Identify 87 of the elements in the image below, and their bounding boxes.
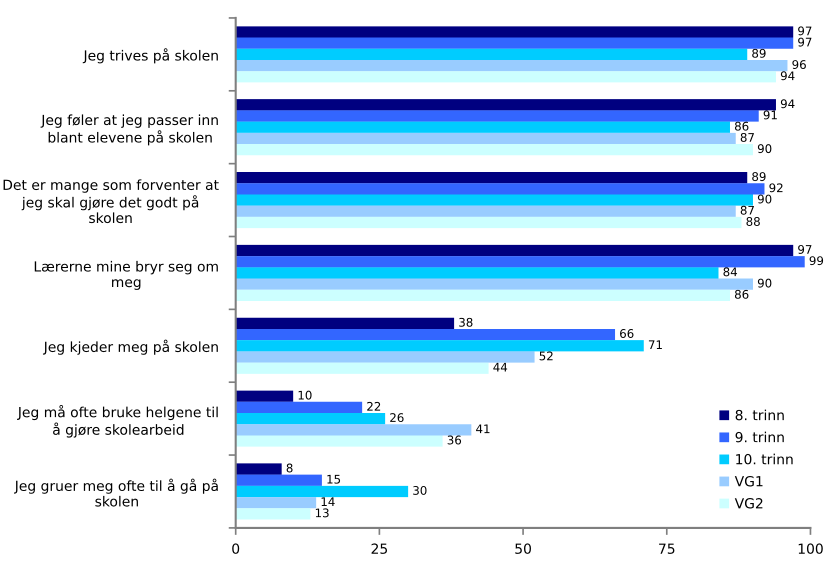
bar	[236, 497, 316, 508]
bar	[236, 508, 310, 520]
data-label: 97	[798, 244, 812, 254]
data-label: 99	[810, 256, 824, 266]
data-label: 89	[752, 48, 766, 58]
data-label: 52	[540, 351, 553, 360]
data-label: 90	[758, 194, 772, 204]
bar	[236, 318, 454, 329]
data-label: 86	[734, 290, 748, 299]
bar	[236, 244, 794, 256]
data-label: 22	[367, 402, 380, 411]
x-tick-label: 0	[232, 543, 240, 554]
bar	[236, 463, 282, 475]
data-label: 90	[758, 144, 772, 154]
data-label: 10	[298, 390, 312, 400]
bar	[236, 38, 794, 49]
bar	[236, 390, 294, 402]
x-tick-label: 50	[515, 543, 531, 554]
bar	[236, 290, 730, 301]
x-tick-label: 100	[798, 543, 823, 554]
data-label: 92	[769, 183, 782, 192]
data-label: 97	[798, 38, 812, 47]
bar	[236, 474, 322, 486]
data-label: 71	[648, 340, 662, 350]
bar	[236, 144, 753, 156]
bar	[236, 110, 759, 122]
data-label: 91	[764, 110, 777, 120]
bar	[236, 413, 386, 424]
data-label: 14	[322, 497, 335, 506]
y-tick-label: Jeg føler at jeg passer inn blant elevene på skolen	[40, 114, 218, 146]
bar	[236, 267, 718, 279]
bar	[236, 402, 362, 414]
data-label: 30	[413, 486, 427, 495]
data-label: 89	[752, 172, 766, 182]
data-label: 66	[620, 329, 634, 338]
bar	[236, 48, 748, 60]
data-label: 15	[327, 474, 340, 484]
bar	[236, 183, 764, 194]
data-label: 41	[476, 424, 490, 434]
data-label: 97	[798, 26, 812, 36]
legend-label: 10. trinn	[736, 454, 793, 464]
y-tick-label: Jeg må ofte bruke helgene til å gjøre skolearbeid	[17, 404, 218, 438]
bar	[236, 60, 788, 72]
legend-label: 8. trinn	[736, 410, 784, 420]
bar	[236, 435, 443, 447]
y-tick-label: Jeg trives på skolen	[82, 48, 218, 64]
bar	[236, 328, 616, 340]
bar	[236, 172, 748, 184]
data-label: 44	[493, 362, 508, 372]
data-label: 96	[792, 60, 806, 70]
bar	[236, 194, 753, 206]
bar	[236, 424, 472, 436]
legend-label: VG1	[734, 476, 762, 486]
bar	[236, 216, 742, 228]
data-label: 88	[746, 217, 760, 226]
data-label: 84	[723, 267, 738, 276]
data-label: 94	[780, 71, 794, 80]
y-tick-label: Jeg kjeder meg på skolen	[42, 340, 218, 355]
data-label: 38	[459, 318, 472, 327]
bar	[236, 132, 736, 144]
bar	[236, 122, 730, 133]
data-label: 26	[390, 413, 404, 422]
bar	[236, 206, 736, 217]
bar	[236, 486, 408, 498]
bar	[236, 256, 805, 268]
bar	[236, 278, 753, 290]
legend-label: VG2	[734, 498, 762, 509]
bar	[236, 340, 644, 352]
x-tick-label: 75	[659, 544, 674, 554]
data-label: 13	[316, 508, 329, 518]
data-label: 87	[740, 132, 754, 142]
bar	[236, 71, 776, 82]
bar	[236, 99, 776, 110]
y-tick-label: Lærerne mine bryr seg om meg	[34, 260, 218, 290]
y-tick-label: Jeg gruer meg ofte til å gå på skolen	[14, 478, 218, 507]
data-label: 90	[758, 278, 772, 288]
y-tick-label: Det er mange som forventer at jeg skal gjøre det godt på skolen	[4, 179, 219, 224]
data-label: 87	[740, 206, 754, 215]
bar	[236, 351, 535, 363]
data-label: 86	[734, 122, 748, 131]
data-label: 36	[448, 436, 462, 444]
data-label: 94	[780, 99, 794, 108]
bar	[236, 362, 489, 374]
x-tick-label: 25	[372, 543, 388, 554]
bar	[236, 26, 794, 38]
data-label: 8	[286, 464, 293, 472]
legend-label: 9. trinn	[736, 432, 784, 442]
